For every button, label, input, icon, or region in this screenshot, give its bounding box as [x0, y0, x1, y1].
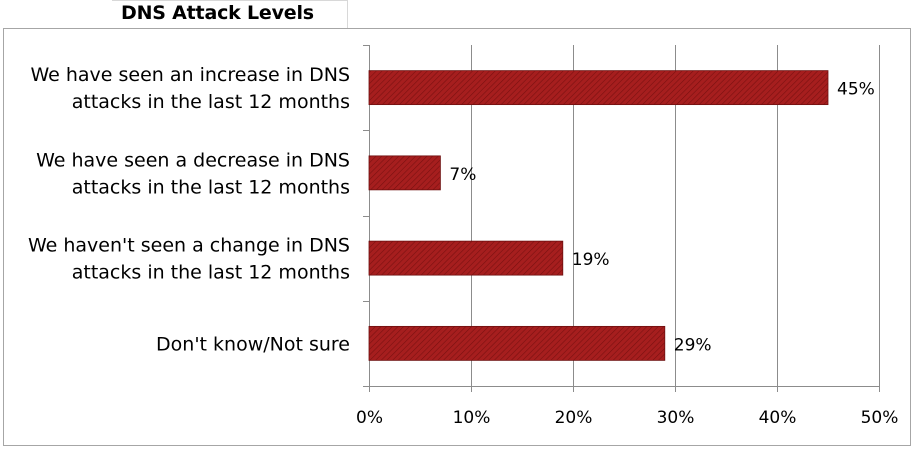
data-label: 29%: [674, 335, 712, 355]
x-tick-label: 20%: [555, 408, 593, 428]
x-tick-label: 40%: [759, 408, 797, 428]
bar: [368, 240, 564, 276]
labels-layer: 0% 10% 20% 30% 40% 50% 45% We have seen an incr…: [28, 64, 898, 428]
chart-title: DNS Attack Levels: [121, 2, 314, 24]
bars-layer: [368, 70, 829, 361]
category-label: attacks in the last 12 months: [72, 91, 350, 113]
x-tick-label: 30%: [657, 408, 695, 428]
bar: [368, 155, 441, 191]
category-label: We have seen a decrease in DNS: [36, 149, 350, 171]
category-label: attacks in the last 12 months: [72, 176, 350, 198]
x-tick-label: 50%: [861, 408, 899, 428]
x-tick-label: 0%: [356, 408, 383, 428]
data-label: 19%: [572, 250, 610, 270]
category-label: attacks in the last 12 months: [72, 262, 350, 284]
data-label: 45%: [837, 80, 875, 100]
bar: [368, 325, 666, 361]
category-label: Don't know/Not sure: [156, 333, 350, 355]
category-label: We haven't seen a change in DNS: [28, 235, 350, 257]
bar: [368, 70, 829, 106]
data-label: 7%: [449, 165, 476, 185]
category-label: We have seen an increase in DNS: [30, 64, 350, 86]
title-tab: [112, 0, 348, 28]
x-tick-label: 10%: [453, 408, 491, 428]
